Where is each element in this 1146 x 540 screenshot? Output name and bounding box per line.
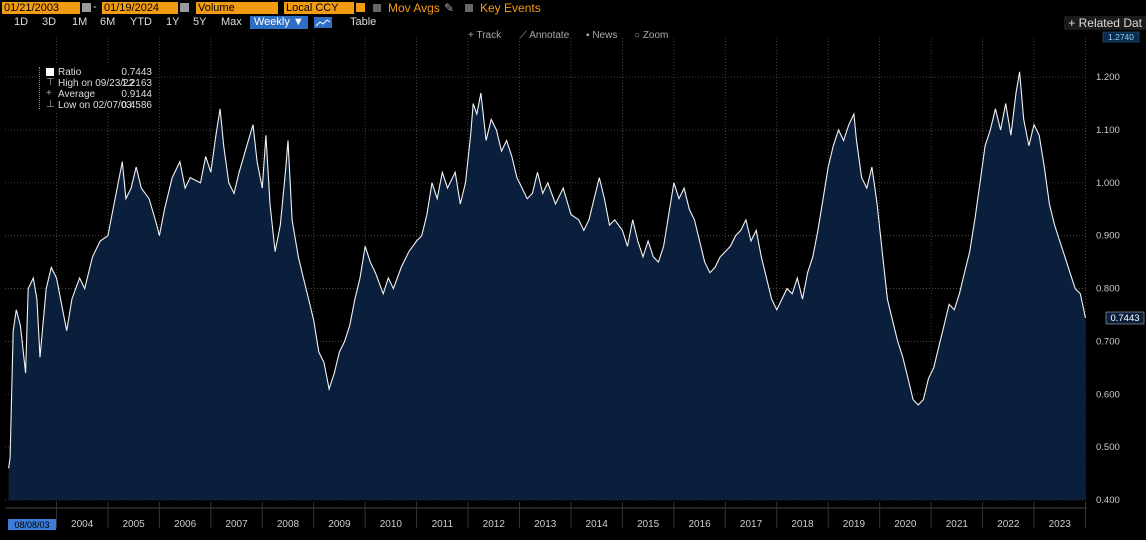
x-tick-label: 2006 (174, 519, 197, 530)
key-events-label[interactable]: Key Events (480, 1, 541, 15)
y-tick-label: 0.800 (1096, 284, 1120, 295)
range-button-1m[interactable]: 1M (72, 16, 88, 28)
range-button-ytd[interactable]: YTD (130, 16, 152, 28)
last-value-badge (1105, 311, 1145, 325)
x-tick-label: 2020 (894, 519, 917, 530)
y-tick-label: 1.200 (1096, 72, 1120, 83)
related-data-button[interactable]: + Related Dat (1064, 16, 1146, 30)
start-date-badge (8, 519, 56, 530)
legend-bracket (39, 67, 46, 109)
range-button-5y[interactable]: 5Y (193, 16, 207, 28)
x-tick-label: 2013 (534, 519, 557, 530)
x-axis: 2004 2005 2006 2007 2008 2009 2010 2011 2012 2013… (5, 502, 1087, 530)
y-tick-label: 1.100 (1096, 125, 1120, 136)
series-line (8, 71, 1087, 469)
average-marker-icon: + (46, 88, 52, 99)
legend: Ratio 0.7443 ⊤ High on 09/23/22 1.2163 +… (36, 65, 154, 111)
x-tick-label: 2021 (946, 519, 969, 530)
news-label: News (592, 30, 618, 41)
y-tick-label: 1.000 (1096, 178, 1120, 189)
range-button-3d[interactable]: 3D (42, 16, 57, 28)
top-value-badge (1102, 31, 1140, 43)
x-tick-label: 2019 (843, 519, 866, 530)
track-label: Track (476, 30, 502, 41)
legend-average-label: Average (58, 89, 96, 100)
legend-ratio-value: 0.7443 (121, 67, 152, 78)
start-date-field[interactable]: 01/21/2003 (2, 2, 80, 14)
start-date-label: 08/08/03 (14, 520, 49, 530)
x-tick-label: 2023 (1049, 519, 1072, 530)
x-tick-label: 2005 (123, 519, 146, 530)
news-icon: ▪ (586, 30, 590, 41)
range-button-1y[interactable]: 1Y (166, 16, 180, 28)
zoom-label: Zoom (642, 30, 669, 41)
y-tick-label: 0.700 (1096, 336, 1120, 347)
currency-selector[interactable]: Local CCY (284, 2, 354, 14)
legend-low-label: Low on 02/07/03 (58, 100, 132, 111)
frequency-selector[interactable]: Weekly ▼ (250, 16, 308, 29)
volume-selector[interactable]: Volume (196, 2, 278, 14)
annotate-icon: ⟋ (520, 30, 527, 41)
range-button-max[interactable]: Max (221, 16, 242, 28)
magnifier-icon: ○ (634, 30, 641, 41)
x-tick-label: 2022 (997, 519, 1020, 530)
high-marker-icon: ⊤ (46, 77, 55, 88)
y-axis: 1.200 1.100 1.000 0.900 0.800 0.700 0.600 0.500… (1096, 72, 1120, 506)
value-badges: 1.2740 0.7443 (1102, 31, 1145, 325)
end-date-field[interactable]: 01/19/2024 (102, 2, 178, 14)
date-range-separator: - (93, 1, 97, 13)
top-toolbar: 01/21/2003 - 01/19/2024 Volume Local CCY… (0, 0, 1146, 16)
legend-low-value: 0.4586 (121, 100, 152, 111)
chart-type-icon[interactable] (314, 17, 332, 28)
x-tick-label: 2014 (586, 519, 609, 530)
currency-dropdown-icon[interactable] (356, 3, 365, 12)
end-date-calendar-icon[interactable] (180, 3, 189, 12)
news-tool[interactable]: ▪ News (586, 30, 617, 42)
legend-ratio-label: Ratio (58, 67, 82, 78)
key-events-checkbox[interactable] (465, 4, 473, 12)
x-tick-label: 2018 (791, 519, 814, 530)
zoom-tool[interactable]: ○ Zoom (634, 30, 668, 42)
x-tick-label: 2007 (225, 519, 248, 530)
y-tick-label: 0.500 (1096, 442, 1120, 453)
range-button-1d[interactable]: 1D (14, 16, 29, 28)
x-tick-label: 2010 (380, 519, 403, 530)
table-button[interactable]: Table (350, 16, 377, 28)
x-tick-label: 2012 (483, 519, 506, 530)
legend-average-value: 0.9144 (121, 89, 152, 100)
x-tick-label: 2011 (432, 519, 454, 530)
legend-high-label: High on 09/23/22 (58, 78, 135, 89)
x-tick-label: 2008 (277, 519, 300, 530)
range-button-6m[interactable]: 6M (100, 16, 116, 28)
x-tick-label: 2017 (740, 519, 763, 530)
track-tool[interactable]: + Track (468, 30, 501, 42)
last-value-label: 0.7443 (1110, 313, 1139, 324)
series-area (8, 71, 1086, 501)
crosshair-icon: + (468, 30, 474, 41)
mov-avgs-label[interactable]: Mov Avgs (388, 1, 440, 15)
mov-avgs-checkbox[interactable] (373, 4, 381, 12)
range-toolbar: 1D 3D 1M 6M YTD 1Y 5Y Max Weekly ▼ Table + Rela… (0, 16, 1146, 30)
x-tick-label: 2015 (637, 519, 660, 530)
ratio-swatch (46, 68, 54, 76)
y-tick-label: 0.900 (1096, 231, 1120, 242)
low-marker-icon: ⊥ (46, 99, 55, 110)
y-tick-label: 0.400 (1096, 495, 1120, 506)
x-tick-label: 2004 (71, 519, 94, 530)
legend-high-value: 1.2163 (121, 78, 152, 89)
annotate-tool[interactable]: ⟋ Annotate (520, 30, 569, 42)
pencil-icon[interactable]: ✎ (444, 1, 455, 15)
start-date-calendar-icon[interactable] (82, 3, 91, 12)
x-tick-label: 2009 (328, 519, 351, 530)
y-tick-label: 0.600 (1096, 389, 1120, 400)
top-value-label: 1.2740 (1108, 32, 1134, 42)
annotate-label: Annotate (529, 30, 570, 41)
x-tick-label: 2016 (688, 519, 711, 530)
